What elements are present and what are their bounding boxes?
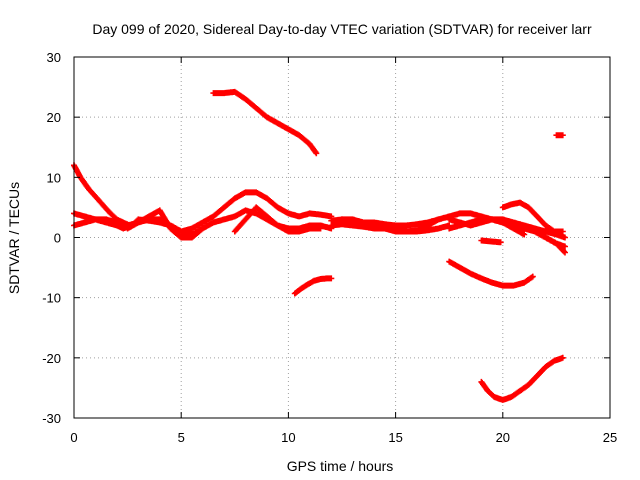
grid-lines: [74, 57, 610, 418]
series-track-5: [231, 204, 324, 235]
y-tick-label: 20: [47, 110, 61, 125]
y-tick-label: -10: [42, 291, 61, 306]
series-track-17: [553, 132, 566, 139]
track-markers: [124, 207, 206, 241]
series-track-14: [499, 199, 566, 235]
track-markers: [446, 258, 536, 289]
x-tick-label: 20: [496, 430, 510, 445]
x-tick-label: 25: [603, 430, 617, 445]
series-track-13: [478, 237, 504, 246]
y-tick-label: 0: [54, 231, 61, 246]
y-tick-label: -30: [42, 411, 61, 426]
x-axis-label: GPS time / hours: [287, 458, 394, 474]
track-markers: [446, 216, 528, 238]
series-track-6: [210, 88, 320, 157]
x-tick-label: 15: [388, 430, 402, 445]
track-markers: [499, 199, 566, 235]
x-tick-label: 10: [281, 430, 295, 445]
y-tick-label: 10: [47, 170, 61, 185]
track-markers: [231, 204, 324, 235]
data-points: [71, 88, 568, 403]
x-tick-label: 0: [70, 430, 77, 445]
track-markers: [339, 216, 442, 235]
series-track-4: [124, 207, 206, 241]
chart-title: Day 099 of 2020, Sidereal Day-to-day VTE…: [92, 21, 592, 37]
series-track-15: [521, 222, 568, 250]
x-tick-label: 5: [178, 430, 185, 445]
series-track-12: [446, 216, 528, 238]
y-tick-label: 30: [47, 50, 61, 65]
track-markers: [478, 237, 504, 246]
y-axis-label: SDTVAR / TECUs: [6, 182, 22, 294]
series-track-7: [291, 275, 335, 297]
track-markers: [478, 354, 566, 403]
y-tick-label: -20: [42, 351, 61, 366]
track-markers: [210, 88, 320, 157]
track-markers: [291, 275, 335, 297]
series-track-10: [339, 216, 442, 235]
track-markers: [553, 132, 566, 139]
track-markers: [521, 222, 568, 250]
series-track-18: [478, 354, 566, 403]
axis-ticks: 0 5 10 15 20 25 -30 -20 -10 0 10 20 30: [42, 50, 617, 445]
series-track-16: [446, 258, 536, 289]
